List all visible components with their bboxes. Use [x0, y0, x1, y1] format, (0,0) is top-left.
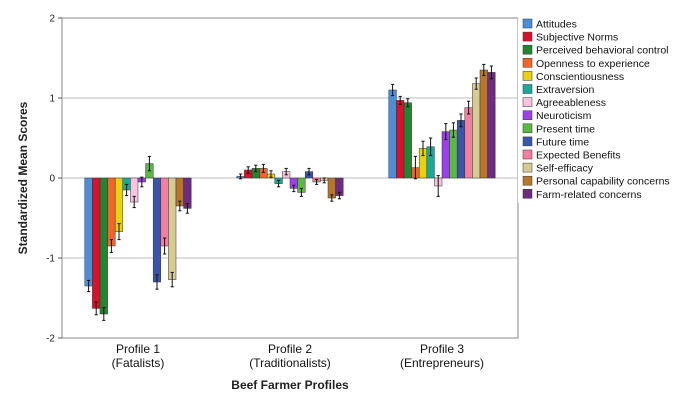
legend-swatch — [522, 189, 533, 199]
bar — [152, 177, 162, 283]
y-tick-label: 0 — [49, 174, 55, 185]
bar — [456, 120, 466, 179]
x-axis-title: Beef Farmer Profiles — [231, 378, 349, 392]
legend-label: Neuroticism — [536, 110, 592, 122]
legend-swatch — [522, 110, 533, 120]
bar — [396, 100, 405, 179]
bar — [479, 69, 488, 179]
legend-label: Farm-related concerns — [536, 189, 642, 201]
legend-label: Subjective Norms — [536, 32, 618, 44]
y-tick-label: 1 — [49, 94, 55, 105]
y-axis-title: Standardized Mean Scores — [16, 101, 30, 254]
legend-label: Future time — [536, 136, 589, 148]
legend-label: Present time — [536, 123, 595, 135]
x-category-label: Profile 3 — [420, 342, 464, 356]
legend-label: Extraversion — [536, 84, 595, 96]
legend-label: Self-efficacy — [536, 163, 594, 175]
legend-swatch — [522, 84, 533, 94]
bar — [472, 83, 481, 179]
x-categories: Profile 1(Fatalists) Profile 2(Traditiona… — [112, 342, 484, 370]
legend-swatch — [522, 123, 533, 134]
y-ticks: -2 -1 0 1 2 — [46, 14, 62, 345]
legend-label: Conscientiousness — [536, 71, 624, 83]
legend-label: Openness to experience — [536, 58, 650, 70]
legend-swatch — [522, 149, 533, 160]
bar — [92, 177, 101, 309]
y-tick-label: -1 — [46, 254, 55, 265]
x-category-sublabel: (Traditionalists) — [249, 356, 331, 370]
legend-background — [518, 15, 681, 203]
x-category-sublabel: (Entrepreneurs) — [400, 356, 484, 370]
legend-swatch — [522, 18, 533, 29]
bar — [168, 177, 177, 280]
bar — [107, 177, 116, 247]
y-tick-label: -2 — [46, 334, 55, 345]
legend-label: Agreeableness — [536, 97, 606, 109]
bar — [160, 177, 169, 247]
legend-swatch — [522, 58, 533, 68]
legend-label: Personal capability concerns — [536, 176, 670, 188]
y-tick-label: 2 — [49, 14, 55, 25]
bar — [464, 107, 473, 179]
legend-swatch — [522, 162, 533, 173]
bar — [99, 177, 108, 315]
legend-swatch — [522, 44, 533, 55]
error-bars-group — [87, 63, 493, 321]
legend-label: Expected Benefits — [536, 150, 621, 162]
legend-swatch — [522, 97, 533, 107]
bar — [487, 72, 496, 179]
bar — [84, 177, 93, 287]
legend-label: Attitudes — [536, 19, 577, 31]
legend-swatch — [522, 175, 533, 186]
legend-swatch — [522, 136, 533, 147]
legend-swatch — [522, 71, 533, 81]
bar — [388, 89, 397, 179]
legend-swatch — [522, 31, 533, 42]
x-category-label: Profile 2 — [268, 342, 312, 356]
x-category-label: Profile 1 — [116, 342, 160, 356]
bar — [403, 102, 412, 179]
x-category-sublabel: (Fatalists) — [112, 356, 165, 370]
legend-label: Perceived behavioral control — [536, 45, 669, 57]
